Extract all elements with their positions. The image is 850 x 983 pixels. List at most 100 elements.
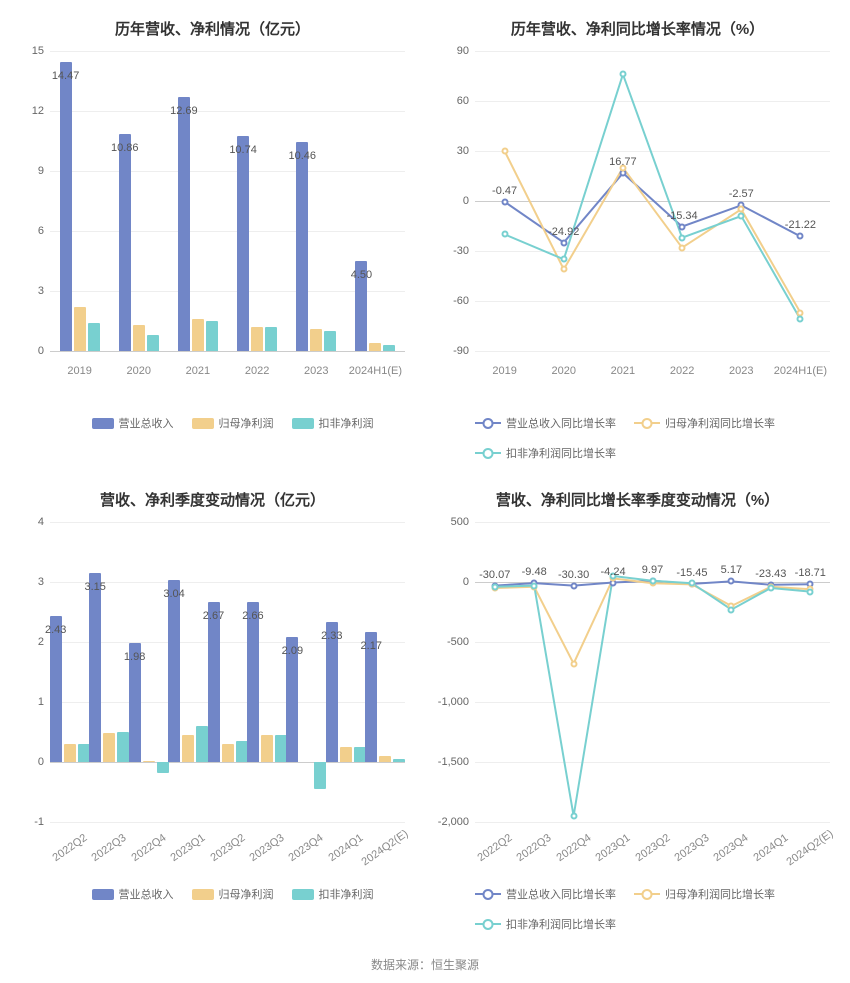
x-axis: 201920202021202220232024H1(E) [50, 361, 405, 401]
line-value-label: -23.43 [755, 568, 786, 580]
legend-item: 营业总收入同比增长率 [475, 886, 616, 902]
bar [60, 62, 72, 351]
bar [64, 744, 76, 762]
line-marker [679, 223, 686, 230]
bar-value-label: 14.47 [52, 70, 80, 82]
y-tick-label: -2,000 [438, 816, 469, 828]
line-marker [738, 213, 745, 220]
x-tick-label: 2021 [186, 365, 210, 377]
line-value-label: -4.24 [601, 566, 626, 578]
y-axis: -2,000-1,500-1,000-5000500 [435, 522, 475, 822]
x-axis: 2022Q22022Q32022Q42023Q12023Q22023Q32023… [50, 832, 405, 872]
bar [192, 319, 204, 351]
x-tick-label: 2021 [611, 365, 635, 377]
legend-item: 归母净利润 [192, 886, 274, 902]
marker-layer [475, 51, 830, 351]
chart-panel: 营收、净利季度变动情况（亿元）-1012342.433.151.983.042.… [10, 481, 415, 942]
legend-label: 营业总收入 [119, 886, 174, 902]
bar-group [89, 573, 129, 762]
y-tick-label: 0 [463, 576, 469, 588]
bar [237, 136, 249, 351]
bar-value-label: 2.09 [282, 645, 303, 657]
legend-label: 归母净利润同比增长率 [665, 886, 775, 902]
data-source-footer: 数据来源：恒生聚源 [10, 956, 840, 973]
line-marker [728, 578, 735, 585]
bar [314, 762, 326, 789]
line-marker [501, 231, 508, 238]
legend-swatch-icon [292, 418, 314, 429]
legend-swatch-icon [92, 889, 114, 900]
bar [50, 616, 62, 762]
bar [379, 756, 391, 762]
legend: 营业总收入 归母净利润 扣非净利润 [50, 886, 415, 902]
bar [324, 331, 336, 351]
y-axis: -101234 [10, 522, 50, 822]
grid-line [475, 822, 830, 823]
bar-value-label: 10.86 [111, 142, 139, 154]
bar-group [119, 134, 159, 351]
legend-line-icon [475, 452, 501, 454]
bar [265, 327, 277, 351]
y-tick-label: 6 [38, 225, 44, 237]
x-tick-label: 2024H1(E) [349, 365, 402, 377]
x-tick-label: 2022 [670, 365, 694, 377]
x-tick-label: 2022Q4 [554, 832, 593, 864]
chart-grid: 历年营收、净利情况（亿元）0369121514.4710.8612.6910.7… [10, 10, 840, 942]
legend-item: 归母净利润 [192, 415, 274, 431]
line-value-label: -15.45 [676, 567, 707, 579]
bar-group [60, 62, 100, 351]
line-marker [560, 266, 567, 273]
bar [178, 97, 190, 351]
bar [157, 762, 169, 773]
legend-label: 归母净利润同比增长率 [665, 415, 775, 431]
bar [88, 323, 100, 351]
legend-label: 扣非净利润 [319, 886, 374, 902]
bar [296, 142, 308, 351]
line-marker [767, 585, 774, 592]
bar-group [208, 602, 248, 762]
legend-label: 扣非净利润同比增长率 [506, 916, 616, 932]
panel-title: 营收、净利同比增长率季度变动情况（%） [435, 489, 840, 510]
x-tick-label: 2024H1(E) [774, 365, 827, 377]
plot-area: 14.4710.8612.6910.7410.464.50 [50, 51, 405, 351]
y-tick-label: 0 [38, 345, 44, 357]
y-tick-label: -60 [453, 295, 469, 307]
legend-item: 营业总收入 [92, 415, 174, 431]
y-tick-label: 15 [32, 45, 44, 57]
bar-group [50, 616, 90, 762]
bar-value-label: 3.15 [84, 581, 105, 593]
bar-value-label: 2.17 [361, 640, 382, 652]
plot-area: -30.07-9.48-30.30-4.249.97-15.455.17-23.… [475, 522, 830, 822]
chart-area: -1012342.433.151.983.042.672.662.092.332… [50, 522, 405, 822]
y-tick-label: 3 [38, 576, 44, 588]
bar [393, 759, 405, 762]
x-tick-label: 2023Q3 [672, 832, 711, 864]
bar [168, 580, 180, 762]
y-axis: 03691215 [10, 51, 50, 351]
x-tick-label: 2024Q2(E) [785, 828, 836, 869]
x-tick-label: 2023Q1 [169, 832, 208, 864]
legend-item: 营业总收入 [92, 886, 174, 902]
bar-value-label: 2.66 [242, 610, 263, 622]
bar [206, 321, 218, 351]
bar [326, 622, 338, 762]
line-value-label: -24.92 [548, 226, 579, 238]
legend-item: 归母净利润同比增长率 [634, 415, 775, 431]
legend-swatch-icon [92, 418, 114, 429]
chart-area: -90-60-300306090-0.47-24.9216.77-15.34-2… [475, 51, 830, 351]
legend-line-icon [475, 923, 501, 925]
bar [196, 726, 208, 762]
bar-group [247, 602, 287, 762]
legend-label: 营业总收入同比增长率 [506, 415, 616, 431]
x-tick-label: 2023Q2 [208, 832, 247, 864]
bar [89, 573, 101, 762]
panel-title: 历年营收、净利同比增长率情况（%） [435, 18, 840, 39]
line-value-label: -30.07 [479, 569, 510, 581]
line-marker [501, 148, 508, 155]
bar [340, 747, 352, 762]
bar [236, 741, 248, 762]
bar-value-label: 1.98 [124, 651, 145, 663]
x-tick-label: 2024Q2(E) [360, 828, 411, 869]
y-tick-label: 500 [451, 516, 469, 528]
legend: 营业总收入同比增长率 归母净利润同比增长率扣非净利润同比增长率 [475, 886, 840, 932]
